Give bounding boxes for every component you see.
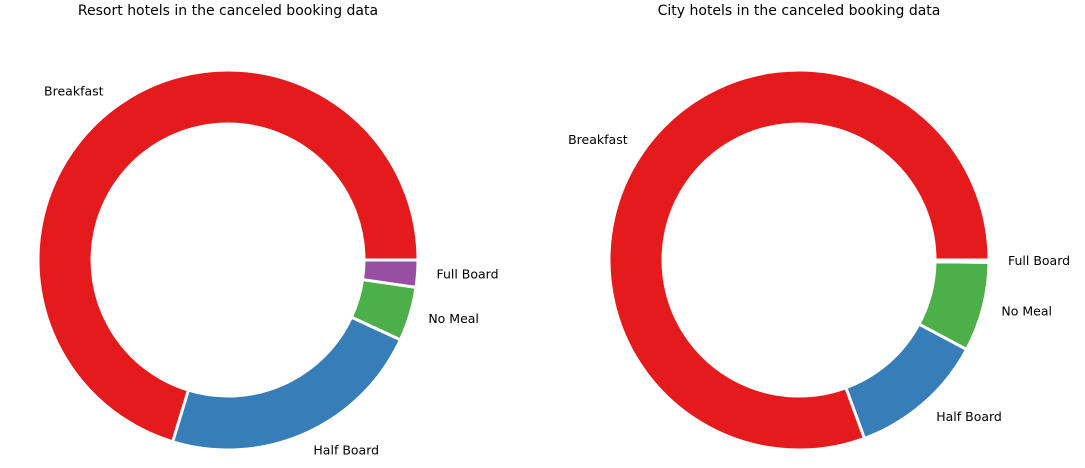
slice-label-full-board: Full Board: [436, 267, 498, 282]
city-donut-chart: City hotels in the canceled booking data…: [568, 3, 1070, 452]
slice-breakfast: [607, 68, 991, 452]
slice-full-board: [933, 258, 991, 264]
slice-label-full-board: Full Board: [1008, 253, 1070, 268]
slice-labels: Breakfast Half Board No Meal Full Board: [568, 132, 1070, 424]
slice-full-board: [360, 258, 420, 290]
slice-label-breakfast: Breakfast: [568, 132, 628, 147]
slices: [607, 68, 991, 452]
resort-donut-chart: Resort hotels in the canceled booking da…: [36, 3, 499, 458]
chart-title: City hotels in the canceled booking data: [658, 3, 941, 19]
slice-label-half-board: Half Board: [313, 442, 379, 457]
slice-labels: Breakfast Half Board No Meal Full Board: [44, 84, 498, 458]
slice-half-board: [170, 315, 403, 452]
slice-breakfast: [36, 68, 420, 444]
chart-title: Resort hotels in the canceled booking da…: [78, 3, 378, 19]
slice-label-breakfast: Breakfast: [44, 84, 104, 99]
slice-label-half-board: Half Board: [936, 409, 1002, 424]
slices: [36, 68, 420, 452]
slice-label-no-meal: No Meal: [1001, 303, 1052, 318]
slice-label-no-meal: No Meal: [428, 311, 479, 326]
